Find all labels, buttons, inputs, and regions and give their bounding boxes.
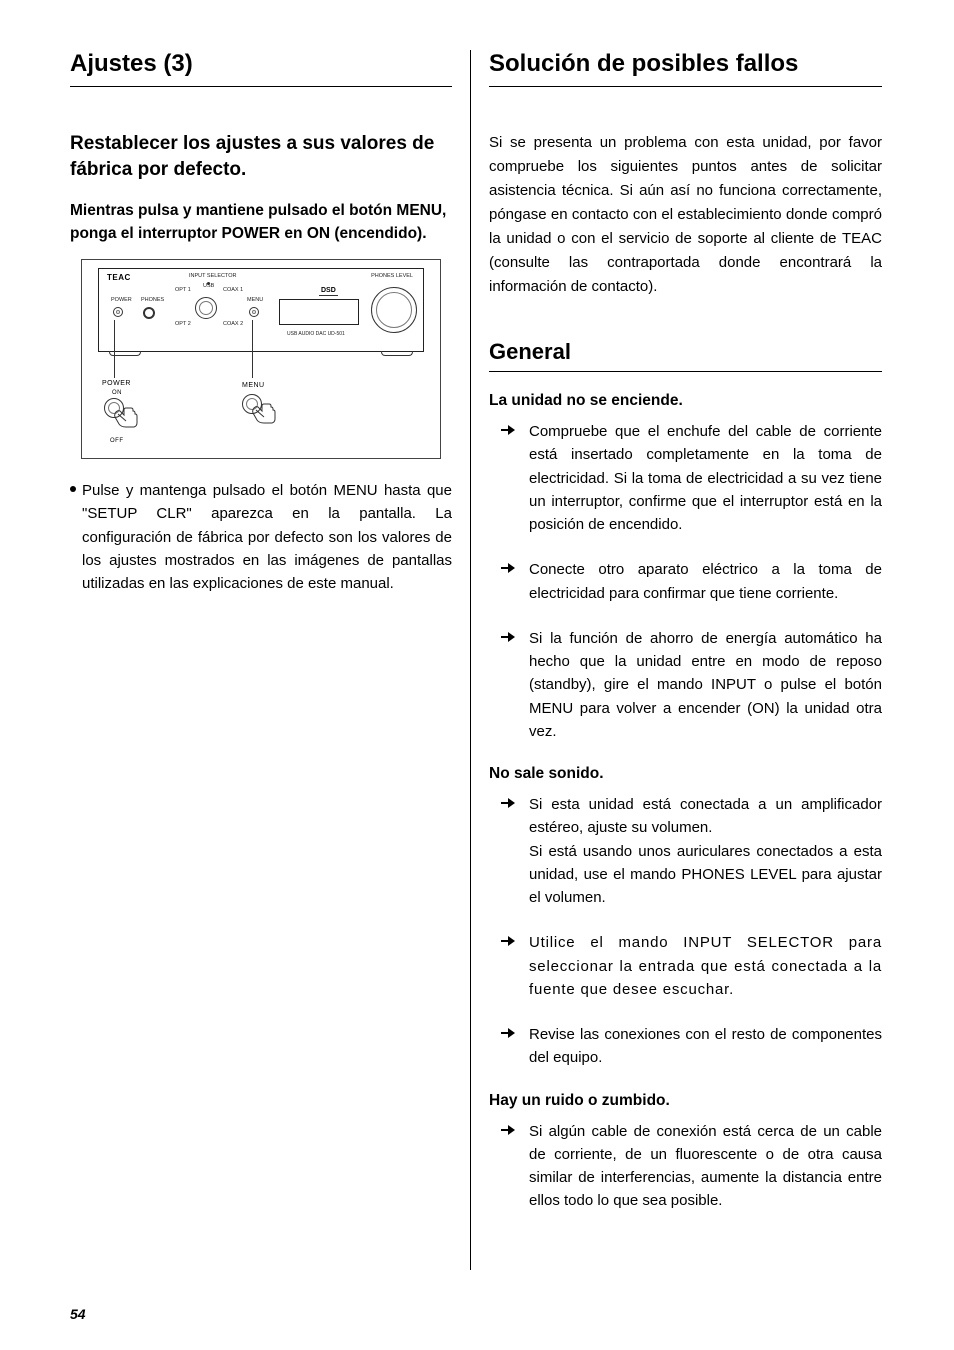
phones-level-knob-icon bbox=[371, 287, 417, 333]
issue-list: Compruebe que el enchufe del cable de co… bbox=[489, 420, 882, 743]
right-column: Solución de posibles fallos Si se presen… bbox=[470, 50, 882, 1270]
brand-label: TEAC bbox=[107, 273, 131, 282]
callout-on: ON bbox=[112, 390, 122, 396]
list-item: Compruebe que el enchufe del cable de co… bbox=[489, 420, 882, 536]
list-item: Si algún cable de conexión está cerca de… bbox=[489, 1120, 882, 1213]
intro-paragraph: Si se presenta un problema con esta unid… bbox=[489, 131, 882, 299]
issue-list: Si algún cable de conexión está cerca de… bbox=[489, 1120, 882, 1213]
label-phones-level: PHONES LEVEL bbox=[371, 273, 413, 279]
lead-line bbox=[252, 320, 253, 378]
list-item: Utilice el mando INPUT SELECTOR para sel… bbox=[489, 931, 882, 1001]
hand-icon bbox=[250, 402, 278, 426]
label-model: USB AUDIO DAC UD-501 bbox=[287, 331, 345, 337]
issue-title: Hay un ruido o zumbido. bbox=[489, 1092, 882, 1110]
menu-press-icon bbox=[240, 394, 270, 424]
list-item: Conecte otro aparato eléctrico a la toma… bbox=[489, 558, 882, 605]
arrow-icon bbox=[501, 631, 515, 643]
label-menu-small: MENU bbox=[247, 297, 263, 303]
left-bullet-text: Pulse y mantenga pulsado el botón MENU h… bbox=[82, 482, 452, 592]
input-selector-knob-icon bbox=[195, 297, 217, 319]
arrow-icon bbox=[501, 797, 515, 809]
label-power: POWER bbox=[111, 297, 132, 303]
issue-title: No sale sonido. bbox=[489, 765, 882, 783]
bullet-dot-icon bbox=[70, 486, 76, 492]
dsd-label: DSD bbox=[319, 287, 338, 296]
callout-off: OFF bbox=[110, 438, 124, 444]
callout-menu: MENU bbox=[242, 382, 265, 389]
right-section-title: Solución de posibles fallos bbox=[489, 50, 882, 87]
arrow-icon bbox=[501, 935, 515, 947]
issue-block: Hay un ruido o zumbido. Si algún cable d… bbox=[489, 1092, 882, 1213]
display-icon bbox=[279, 299, 359, 325]
device-diagram: TEAC INPUT SELECTOR OPT 1 USB COAX 1 OPT… bbox=[81, 259, 441, 459]
list-item: Si esta unidad está conectada a un ampli… bbox=[489, 793, 882, 909]
arrow-icon bbox=[501, 1124, 515, 1136]
list-item: Revise las conexiones con el resto de co… bbox=[489, 1023, 882, 1070]
hand-icon bbox=[112, 406, 140, 430]
power-press-icon bbox=[102, 398, 132, 428]
issue-block: La unidad no se enciende. Compruebe que … bbox=[489, 392, 882, 743]
phones-jack-icon bbox=[143, 307, 155, 319]
left-section-title: Ajustes (3) bbox=[70, 50, 452, 87]
lead-line bbox=[114, 320, 115, 378]
issue-list: Si esta unidad está conectada a un ampli… bbox=[489, 793, 882, 1070]
list-item: Si la función de ahorro de energía autom… bbox=[489, 627, 882, 743]
callout-power: POWER bbox=[102, 380, 131, 387]
menu-button-icon bbox=[249, 307, 259, 317]
page-number: 54 bbox=[70, 1306, 86, 1322]
label-phones: PHONES bbox=[141, 297, 164, 303]
issue-block: No sale sonido. Si esta unidad está cone… bbox=[489, 765, 882, 1070]
issue-title: La unidad no se enciende. bbox=[489, 392, 882, 410]
arrow-icon bbox=[501, 562, 515, 574]
left-subheading: Restablecer los ajustes a sus valores de… bbox=[70, 131, 452, 182]
arrow-icon bbox=[501, 424, 515, 436]
power-switch-icon bbox=[113, 307, 123, 317]
label-input-selector: INPUT SELECTOR bbox=[189, 273, 236, 279]
instruction-bold: Mientras pulsa y mantiene pulsado el bot… bbox=[70, 200, 452, 245]
heading-general: General bbox=[489, 339, 882, 372]
arrow-icon bbox=[501, 1027, 515, 1039]
left-column: Ajustes (3) Restablecer los ajustes a su… bbox=[70, 50, 470, 1270]
device-front-panel: TEAC INPUT SELECTOR OPT 1 USB COAX 1 OPT… bbox=[98, 268, 424, 352]
left-bullet-paragraph: Pulse y mantenga pulsado el botón MENU h… bbox=[70, 479, 452, 595]
